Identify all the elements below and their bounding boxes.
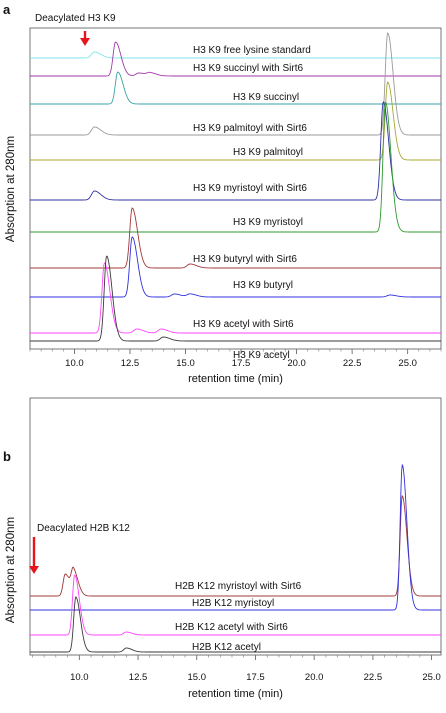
trace-h3-k9-myristoyl bbox=[30, 101, 441, 233]
trace-h3-k9-palmitoyl-with-sirt6 bbox=[30, 32, 441, 136]
series-label: H3 K9 butyryl bbox=[233, 280, 293, 291]
series-label: H3 K9 myristoyl with Sirt6 bbox=[193, 183, 307, 194]
series-label: H2B K12 acetyl with Sirt6 bbox=[175, 622, 288, 633]
trace-h3-k9-acetyl bbox=[30, 255, 441, 342]
plot-frame bbox=[29, 397, 442, 656]
trace-h2b-k12-myristoyl bbox=[30, 463, 441, 611]
deacylated-arrow-head bbox=[29, 566, 39, 574]
x-tick-label: 10.0 bbox=[70, 672, 89, 683]
x-tick-label: 12.5 bbox=[121, 358, 140, 369]
trace-h3-k9-palmitoyl bbox=[30, 81, 441, 161]
series-label: H3 K9 butyryl with Sirt6 bbox=[193, 254, 297, 265]
y-axis-label: Absorption at 280nm bbox=[5, 517, 17, 623]
series-label: H3 K9 succinyl with Sirt6 bbox=[193, 63, 303, 74]
x-tick-label: 17.5 bbox=[246, 672, 265, 683]
series-label: H3 K9 acetyl with Sirt6 bbox=[193, 319, 294, 330]
series-label: H2B K12 myristoyl with Sirt6 bbox=[175, 581, 302, 592]
x-tick-label: 20.0 bbox=[305, 672, 324, 683]
x-tick-label: 25.0 bbox=[398, 358, 417, 369]
plot-frame bbox=[29, 27, 442, 350]
x-tick-label: 25.0 bbox=[422, 672, 441, 683]
annotation-label: Deacylated H2B K12 bbox=[37, 523, 130, 534]
x-axis-label: retention time (min) bbox=[188, 373, 283, 385]
series-label: H3 K9 succinyl bbox=[233, 92, 299, 103]
series-label: H3 K9 acetyl bbox=[233, 350, 290, 361]
trace-h3-k9-acetyl-with-sirt6 bbox=[30, 262, 441, 334]
series-label: H2B K12 myristoyl bbox=[192, 598, 274, 609]
trace-h3-k9-succinyl bbox=[30, 71, 441, 105]
x-tick-label: 17.5 bbox=[232, 358, 251, 369]
series-label: H3 K9 free lysine standard bbox=[193, 45, 311, 56]
x-axis-label: retention time (min) bbox=[188, 688, 283, 700]
x-tick-label: 12.5 bbox=[129, 672, 148, 683]
x-tick-label: 15.0 bbox=[187, 672, 206, 683]
y-axis-label: Absorption at 280nm bbox=[5, 136, 17, 242]
deacylated-arrow-head bbox=[80, 38, 90, 46]
series-label: H2B K12 acetyl bbox=[192, 642, 261, 653]
series-label: H3 K9 palmitoyl bbox=[233, 147, 303, 158]
panel-b: b Absorption at 280nm 10.0 12.5 15.0 17.5 20.0… bbox=[3, 397, 442, 700]
panel-label: b bbox=[3, 449, 11, 464]
panel-label: a bbox=[3, 2, 11, 17]
trace-h2b-k12-myristoyl-with-sirt6 bbox=[30, 494, 441, 597]
trace-h3-k9-myristoyl-with-sirt6 bbox=[30, 101, 441, 201]
trace-h3-k9-butyryl bbox=[30, 236, 441, 298]
x-tick-label: 15.0 bbox=[176, 358, 195, 369]
x-tick-label: 22.5 bbox=[343, 358, 362, 369]
series-label: H3 K9 myristoyl bbox=[233, 217, 303, 228]
trace-h2b-k12-acetyl-with-sirt6 bbox=[30, 574, 441, 636]
trace-h3-k9-butyryl-with-sirt6 bbox=[30, 207, 441, 269]
annotation-label: Deacylated H3 K9 bbox=[35, 13, 116, 24]
trace-h2b-k12-acetyl bbox=[30, 596, 441, 653]
panel-a: a Absorption at 280nm 10.0 12.5 15.0 17.5 20.0… bbox=[3, 2, 442, 385]
trace-h3-k9-succinyl-with-sirt6 bbox=[30, 41, 441, 77]
x-tick-label: 22.5 bbox=[364, 672, 383, 683]
trace-h3-k9-free-lysine-standard bbox=[30, 51, 441, 59]
x-tick-label: 20.0 bbox=[287, 358, 306, 369]
series-label: H3 K9 palmitoyl with Sirt6 bbox=[193, 123, 307, 134]
x-tick-label: 10.0 bbox=[65, 358, 84, 369]
